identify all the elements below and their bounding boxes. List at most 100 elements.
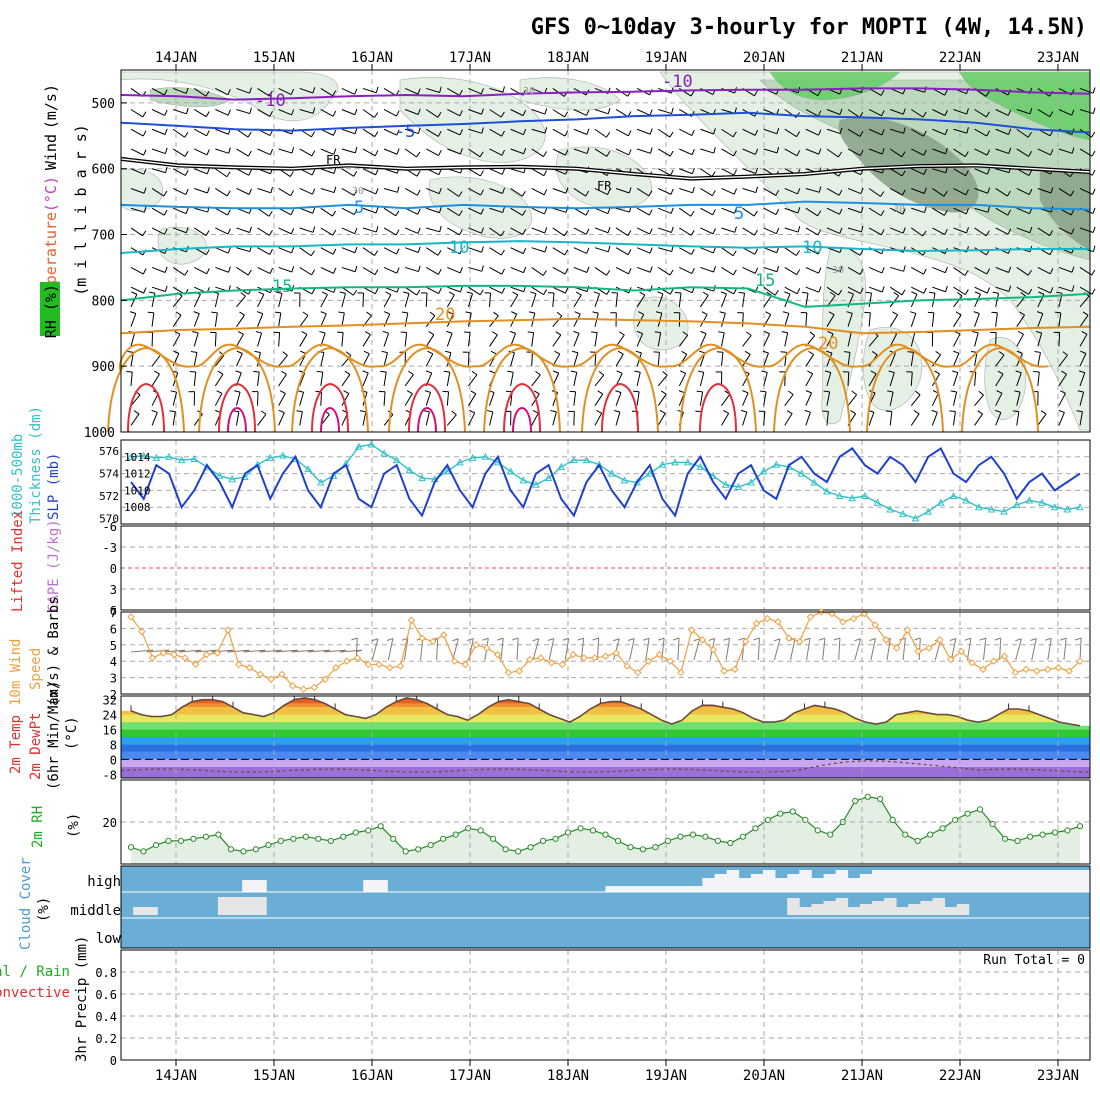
wind-barb-flag xyxy=(886,411,892,412)
cloud-high-cell xyxy=(775,878,788,892)
cloud-cover-cells xyxy=(121,866,1090,948)
cloud-high-cell xyxy=(836,870,849,892)
wind-barb-flag xyxy=(633,391,639,392)
temp2m-tick-label: -8 xyxy=(103,768,117,782)
rh2m-marker xyxy=(141,849,146,854)
cloud-middle-cell xyxy=(884,898,897,915)
precip-tick-label: 0.6 xyxy=(95,988,117,1002)
cloud-high-cell xyxy=(860,874,873,892)
cloud-high-cell xyxy=(945,870,958,892)
cloud-middle-cell xyxy=(787,898,800,915)
rh2m-marker xyxy=(815,828,820,833)
cloud-middle-cell xyxy=(133,907,146,915)
chart-title: GFS 0~10day 3-hourly for MOPTI (4W, 14.5… xyxy=(531,15,1087,40)
slp-tick-label: 1010 xyxy=(124,484,151,497)
rh2m-marker xyxy=(528,845,533,850)
rh2m-marker xyxy=(1002,836,1007,841)
cloud-middle-cell xyxy=(872,901,885,915)
temp2m-ylabel-4: (°C) xyxy=(64,716,80,750)
rh2m-marker xyxy=(1052,830,1057,835)
cloud-high-cell xyxy=(666,886,679,892)
wind-ylabel-title: Wind xyxy=(42,134,60,170)
rh2m-marker xyxy=(191,836,196,841)
date-label: 21JAN xyxy=(841,1068,883,1084)
cloud-high-cell xyxy=(727,870,740,892)
wind10m-tick-label: 5 xyxy=(110,639,117,653)
temp2m-ylabel-3: (6hr Min/Max) xyxy=(46,680,62,790)
cloud-high-cell xyxy=(375,880,388,892)
isotherm-label: 15 xyxy=(272,277,292,297)
date-label: 15JAN xyxy=(253,50,295,66)
cloud-high-cell xyxy=(799,870,812,892)
temperature-band xyxy=(121,722,1090,729)
temp-ylabel-unit: (°C) xyxy=(42,176,60,212)
li-tick-label: 3 xyxy=(110,583,117,597)
pressure-tick-label: 800 xyxy=(92,294,115,309)
wind-barb-flag xyxy=(211,312,217,313)
isotherm-label: 10 xyxy=(802,238,822,258)
date-label: 22JAN xyxy=(939,1068,981,1084)
rh2m-marker xyxy=(241,849,246,854)
cloud-high-cell xyxy=(920,870,933,892)
rh2m-tick-label: 20 xyxy=(103,816,117,830)
rh2m-marker xyxy=(453,832,458,837)
rh2m-marker xyxy=(353,830,358,835)
cloud-high-cell xyxy=(1017,870,1030,892)
cloud-high-cell xyxy=(1042,870,1055,892)
temperature-band xyxy=(121,730,1090,737)
date-label: 19JAN xyxy=(645,1068,687,1084)
rh2m-marker xyxy=(1015,838,1020,843)
rh2m-marker xyxy=(391,836,396,841)
rh2m-marker xyxy=(715,838,720,843)
rh2m-marker xyxy=(253,847,258,852)
precip-ylabel-convective: Convective xyxy=(0,985,70,1001)
cloud-middle-cell xyxy=(145,907,158,915)
wind10m-tick-label: 4 xyxy=(110,655,117,669)
wind-barb-flag xyxy=(570,391,576,392)
rh2m-marker xyxy=(878,796,883,801)
date-label: 18JAN xyxy=(547,50,589,66)
rh2m-marker xyxy=(940,826,945,831)
rh2m-marker xyxy=(1065,828,1070,833)
temperature-band xyxy=(121,759,1090,766)
cloud-high-cell xyxy=(933,870,946,892)
temperature-band xyxy=(121,737,1090,744)
cloud-high-cell xyxy=(763,870,776,892)
rh2m-marker xyxy=(491,836,496,841)
cloud-middle-cell xyxy=(933,898,946,915)
date-label: 17JAN xyxy=(449,1068,491,1084)
temp2m-tick-label: 0 xyxy=(110,753,117,767)
cloud-high-cell xyxy=(678,886,691,892)
cloud-high-cell xyxy=(884,870,897,892)
cloud-high-cell xyxy=(848,878,861,892)
li-tick-label: -6 xyxy=(103,520,117,534)
rh2m-marker xyxy=(303,834,308,839)
rh2m-marker xyxy=(640,847,645,852)
cloud-high-cell xyxy=(642,886,655,892)
li-tick-label: -3 xyxy=(103,541,117,555)
cloud-high-cell xyxy=(606,886,619,892)
isotherm-label: FR xyxy=(326,153,341,167)
date-label: 18JAN xyxy=(547,1068,589,1084)
isotherm-label: 5 xyxy=(734,204,744,224)
precip-tick-label: 0.4 xyxy=(95,1010,117,1024)
rh2m-marker xyxy=(216,832,221,837)
rh2m-marker xyxy=(291,836,296,841)
rh2m-marker xyxy=(128,845,133,850)
thickness-tick-label: 574 xyxy=(99,468,119,481)
wind-barb-flag xyxy=(949,411,955,412)
rh2m-marker xyxy=(166,838,171,843)
cloud-high-cell xyxy=(1078,870,1091,892)
rh2m-marker xyxy=(316,836,321,841)
thickness-tick-label: 572 xyxy=(99,490,119,503)
rh2m-marker xyxy=(828,832,833,837)
precip-ylabel-total: Total / Rain xyxy=(0,964,70,980)
wind-barb-flag xyxy=(1055,312,1061,313)
wind-barb-flag xyxy=(528,332,534,333)
rh2m-marker xyxy=(540,838,545,843)
cloud-middle-cell xyxy=(824,901,837,915)
rh-label: 30 xyxy=(523,86,535,97)
cloud-high-cell xyxy=(1054,870,1067,892)
